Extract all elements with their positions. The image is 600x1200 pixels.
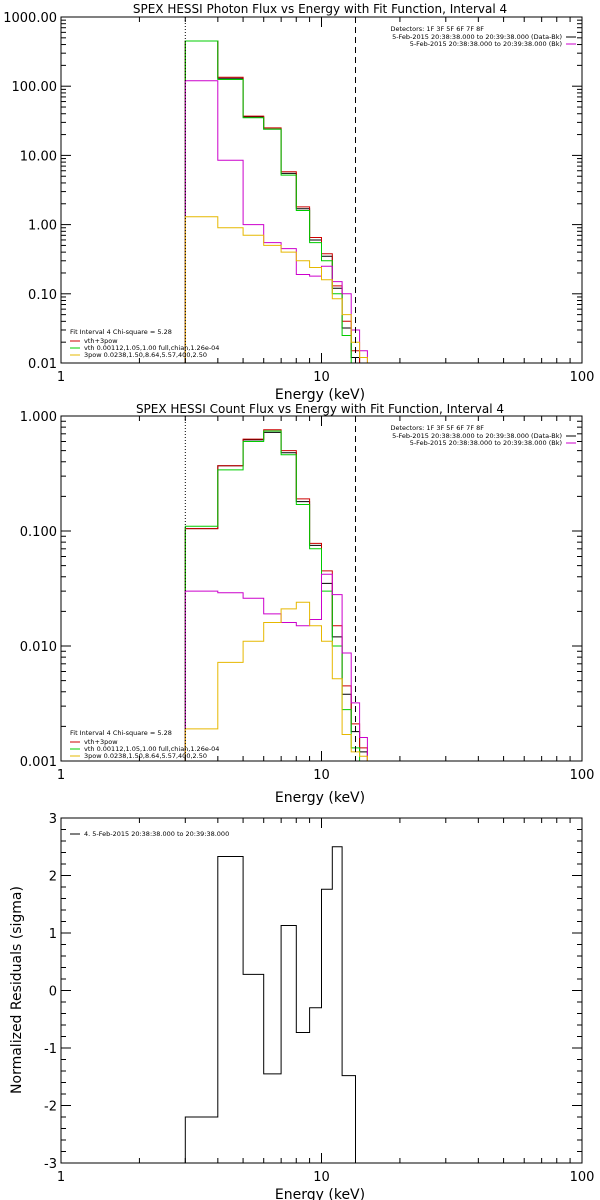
photon-flux-series-group xyxy=(184,40,379,363)
residuals-series-1 xyxy=(184,846,356,1163)
photon-flux-y-tick-label: 100.00 xyxy=(12,80,58,95)
residuals-panel: 1 10 100 -3 -2 -1 0 1 2 3 Energy (keV) Normalized… xyxy=(9,812,594,1200)
residuals-axes: 1 10 100 -3 -2 -1 0 1 2 3 xyxy=(44,812,594,1185)
count-flux-x-tick-label: 1 xyxy=(57,768,65,783)
count-flux-header-line-text: 5-Feb-2015 20:38:38.000 to 20:39:38.000 … xyxy=(392,432,562,440)
count-flux-y-tick-label: 0.010 xyxy=(20,640,57,655)
residuals-series-group xyxy=(184,846,356,1163)
count-flux-reference-lines xyxy=(184,416,356,761)
count-flux-series-group xyxy=(184,429,379,761)
residuals-y-tick-label: -3 xyxy=(44,1157,57,1172)
residuals-y-tick-label: 1 xyxy=(49,927,57,942)
count-flux-legend-text: vth 0.00112,1.05,1.00 full,chian,1.26e-0… xyxy=(84,745,219,753)
residuals-x-tick-label: 1 xyxy=(57,1170,65,1185)
residuals-legend: 4. 5-Feb-2015 20:38:38.000 to 20:39:38.0… xyxy=(70,830,229,838)
photon-flux-x-tick-label: 1 xyxy=(57,370,65,385)
photon-flux-legend-text: vth 0.00112,1.05,1.00 full,chian,1.26e-0… xyxy=(84,344,219,352)
count-flux-header-lines: 5-Feb-2015 20:38:38.000 to 20:39:38.000 … xyxy=(392,432,576,447)
photon-flux-legend-text: vth+3pow xyxy=(84,337,118,345)
residuals-x-tick-label: 10 xyxy=(313,1170,330,1185)
count-flux-legend-text: vth+3pow xyxy=(84,738,118,746)
residuals-x-tick-label: 100 xyxy=(570,1170,595,1185)
photon-flux-x-tick-label: 100 xyxy=(570,370,595,385)
photon-flux-header-line-text: 5-Feb-2015 20:38:38.000 to 20:39:38.000 … xyxy=(410,40,562,48)
residuals-y-axis-label: Normalized Residuals (sigma) xyxy=(9,886,25,1094)
photon-flux-x-tick-label: 10 xyxy=(313,370,330,385)
residuals-y-tick-label: 2 xyxy=(49,870,57,885)
photon-flux-y-tick-label: 1.00 xyxy=(28,219,57,234)
photon-flux-series-4 xyxy=(184,80,379,363)
count-flux-detectors-text: Detectors: 1F 3F 5F 6F 7F 8F xyxy=(390,424,484,432)
count-flux-y-tick-label: 0.100 xyxy=(20,525,57,540)
count-flux-x-tick-label: 10 xyxy=(313,768,330,783)
photon-flux-y-tick-label: 0.01 xyxy=(28,357,57,372)
photon-flux-detectors-text: Detectors: 1F 3F 5F 6F 7F 8F xyxy=(390,25,484,33)
photon-flux-y-tick-label: 0.10 xyxy=(28,288,57,303)
residuals-y-tick-label: -1 xyxy=(44,1042,57,1057)
photon-flux-x-axis-label: Energy (keV) xyxy=(275,387,365,403)
photon-flux-legend-title: Fit Interval 4 Chi-square = 5.28 xyxy=(70,328,172,336)
residuals-y-tick-label: 0 xyxy=(49,985,57,1000)
count-flux-panel: SPEX HESSI Count Flux vs Energy with Fit… xyxy=(20,402,595,806)
photon-flux-header-line-text: 5-Feb-2015 20:38:38.000 to 20:39:38.000 … xyxy=(392,33,562,41)
photon-flux-y-tick-label: 1000.00 xyxy=(3,11,57,26)
residuals-y-tick-label: 3 xyxy=(49,812,57,827)
residuals-x-axis-label: Energy (keV) xyxy=(275,1187,365,1200)
photon-flux-panel: SPEX HESSI Photon Flux vs Energy with Fi… xyxy=(3,2,594,403)
count-flux-x-tick-label: 100 xyxy=(570,768,595,783)
count-flux-y-tick-label: 0.001 xyxy=(20,755,57,770)
count-flux-y-tick-label: 1.000 xyxy=(20,410,57,425)
photon-flux-reference-lines xyxy=(184,17,356,363)
count-flux-axes: 1 10 100 0.001 0.010 0.100 1.000 xyxy=(20,410,595,783)
photon-flux-series-5 xyxy=(184,216,379,363)
count-flux-header-line-text: 5-Feb-2015 20:38:38.000 to 20:39:38.000 … xyxy=(410,439,562,447)
photon-flux-y-tick-label: 10.00 xyxy=(20,149,57,164)
photon-flux-legend-text: 3pow 0.0238,1.50,8.64,5.57,400,2.50 xyxy=(84,351,207,359)
photon-flux-axes: 1 10 100 0.01 0.10 1.00 10.00 100.00 1000.00 xyxy=(3,11,594,385)
count-flux-legend-text: 3pow 0.0238,1.50,8.64,5.57,400,2.50 xyxy=(84,752,207,760)
count-flux-series-5 xyxy=(184,601,379,761)
residuals-y-tick-label: -2 xyxy=(44,1100,57,1115)
count-flux-x-axis-label: Energy (keV) xyxy=(275,790,365,806)
residuals-legend-text: 4. 5-Feb-2015 20:38:38.000 to 20:39:38.0… xyxy=(84,830,229,838)
photon-flux-title: SPEX HESSI Photon Flux vs Energy with Fi… xyxy=(133,2,507,16)
photon-flux-header-lines: 5-Feb-2015 20:38:38.000 to 20:39:38.000 … xyxy=(392,33,576,48)
count-flux-title: SPEX HESSI Count Flux vs Energy with Fit… xyxy=(136,402,504,416)
count-flux-legend-title: Fit Interval 4 Chi-square = 5.28 xyxy=(70,729,172,737)
